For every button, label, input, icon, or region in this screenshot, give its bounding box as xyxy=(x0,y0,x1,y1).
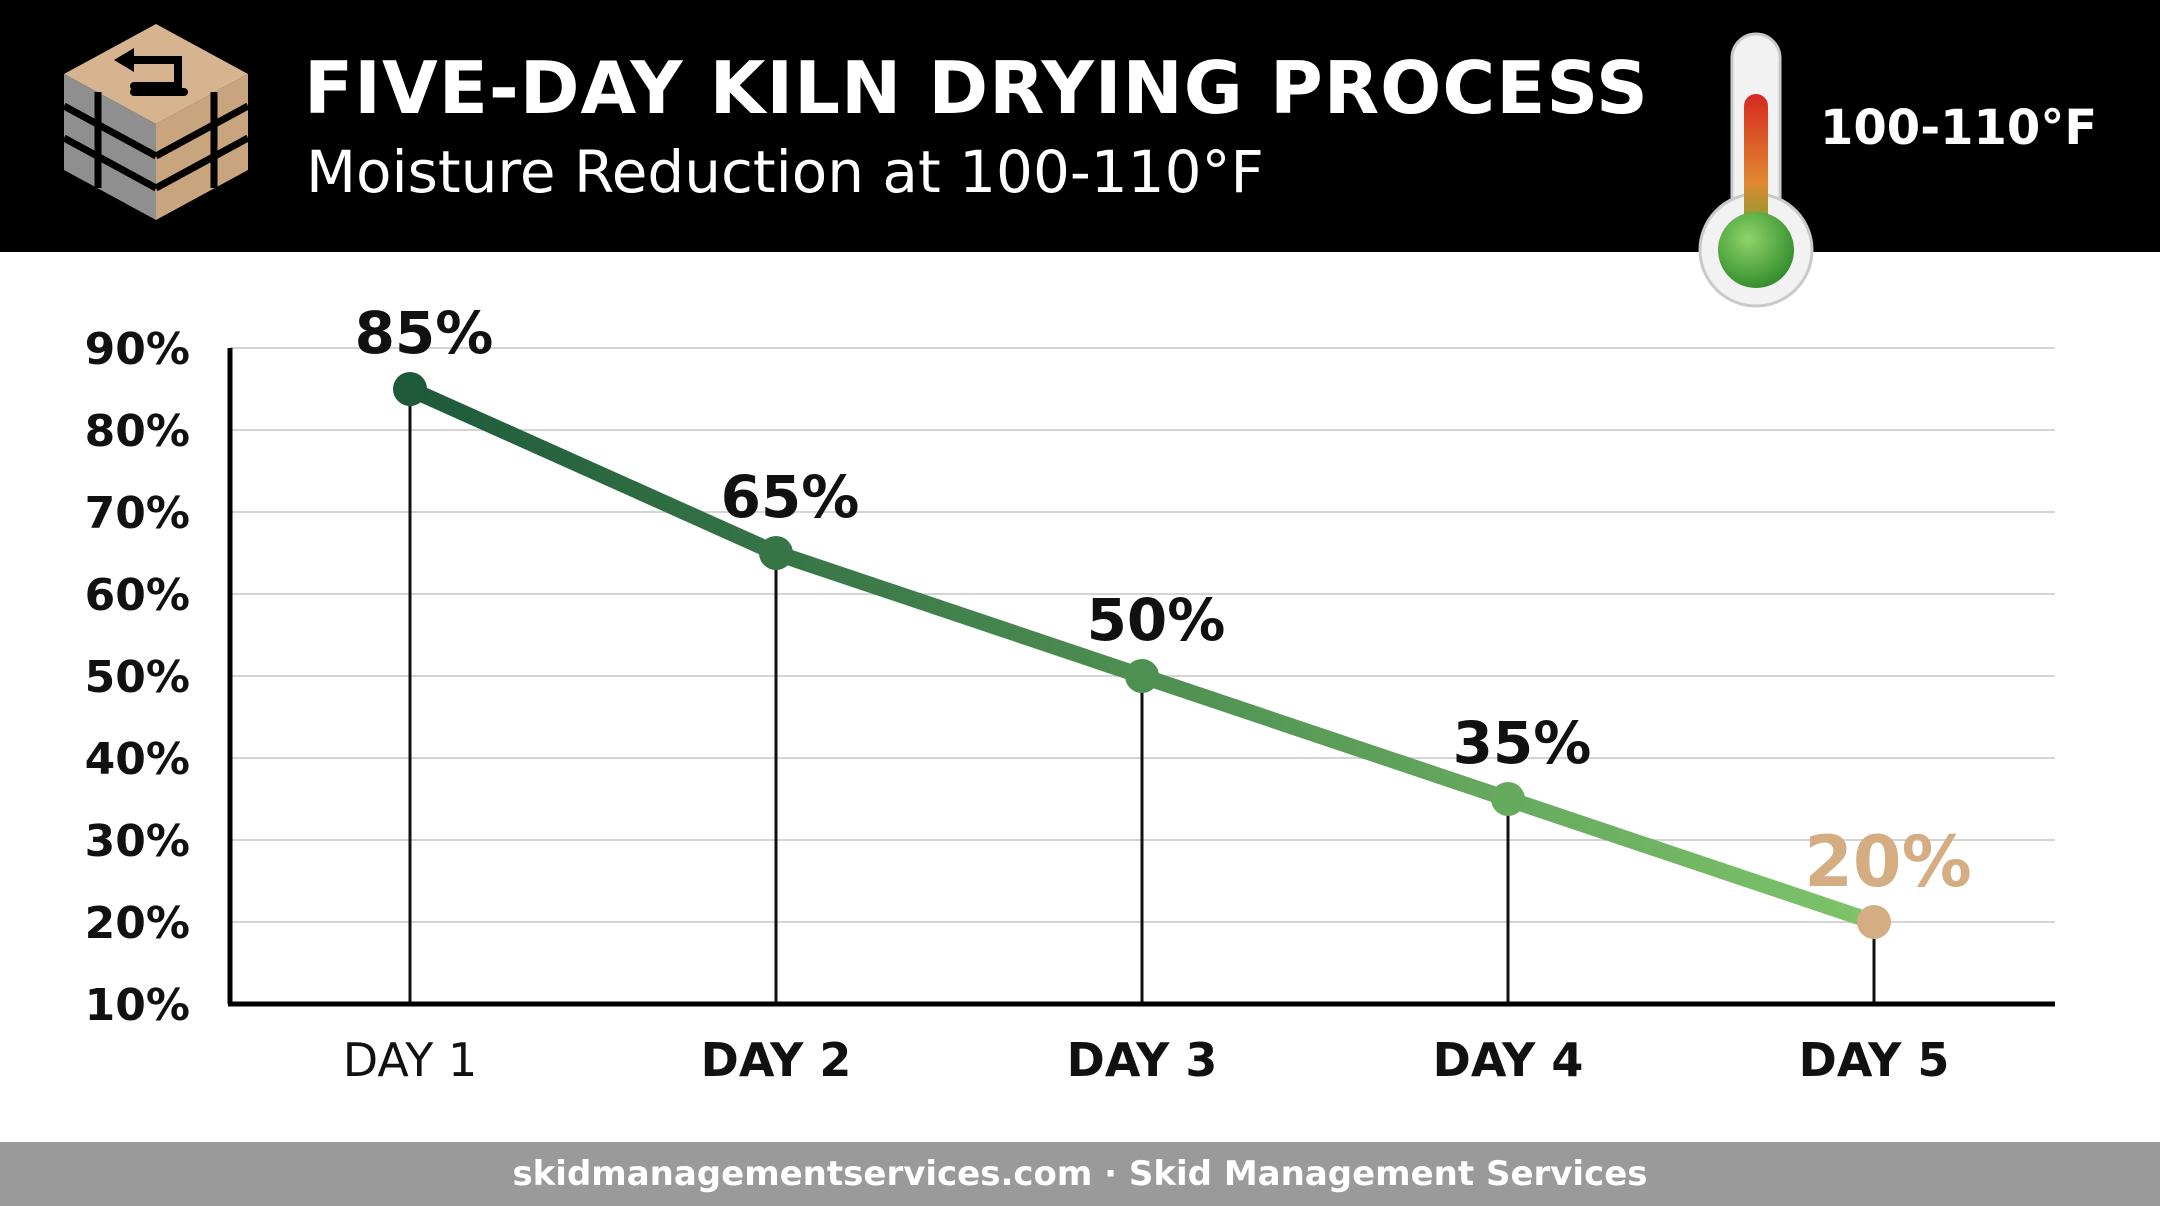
thermometer-icon xyxy=(1698,32,1814,308)
data-point xyxy=(1857,905,1891,939)
y-tick-label: 90% xyxy=(85,324,190,375)
x-tick-label: DAY 3 xyxy=(1067,1033,1218,1087)
data-label: 35% xyxy=(1453,709,1592,777)
x-tick-label: DAY 1 xyxy=(343,1033,478,1087)
data-label: 20% xyxy=(1804,821,1972,903)
header-banner: FIVE-DAY KILN DRYING PROCESS Moisture Re… xyxy=(0,0,2160,252)
page-subtitle: Moisture Reduction at 100-110°F xyxy=(306,138,1264,206)
data-label: 85% xyxy=(355,299,494,367)
data-labels: 85% 65% 50% 35% 20% xyxy=(355,299,1972,903)
y-tick-label: 60% xyxy=(85,570,190,621)
y-axis-ticks: 10% 20% 30% 40% 50% 60% 70% 80% 90% xyxy=(85,324,190,1031)
y-tick-label: 70% xyxy=(85,488,190,539)
y-tick-label: 40% xyxy=(85,734,190,785)
y-tick-label: 80% xyxy=(85,406,190,457)
data-label: 50% xyxy=(1087,586,1226,654)
x-axis-ticks: DAY 1 DAY 2 DAY 3 DAY 4 DAY 5 xyxy=(343,1033,1950,1087)
data-label: 65% xyxy=(721,463,860,531)
data-point xyxy=(1491,782,1525,816)
footer-text: skidmanagementservices.com · Skid Manage… xyxy=(512,1154,1648,1194)
moisture-line-chart: 10% 20% 30% 40% 50% 60% 70% 80% 90% 85% 65% 50% 35%… xyxy=(85,299,2055,1087)
y-tick-label: 50% xyxy=(85,652,190,703)
data-point xyxy=(759,536,793,570)
pallet-logo-icon xyxy=(62,24,250,220)
data-point xyxy=(1125,659,1159,693)
data-points xyxy=(393,372,1891,939)
x-tick-label: DAY 2 xyxy=(701,1033,852,1087)
x-tick-label: DAY 5 xyxy=(1799,1033,1950,1087)
footer-bar: skidmanagementservices.com · Skid Manage… xyxy=(0,1142,2160,1206)
x-tick-label: DAY 4 xyxy=(1433,1033,1584,1087)
y-tick-label: 10% xyxy=(85,980,190,1031)
y-tick-label: 20% xyxy=(85,898,190,949)
data-point xyxy=(393,372,427,406)
temperature-label: 100-110°F xyxy=(1820,100,2098,156)
drop-lines xyxy=(408,389,1876,1004)
y-tick-label: 30% xyxy=(85,816,190,867)
page-title: FIVE-DAY KILN DRYING PROCESS xyxy=(304,46,1649,130)
